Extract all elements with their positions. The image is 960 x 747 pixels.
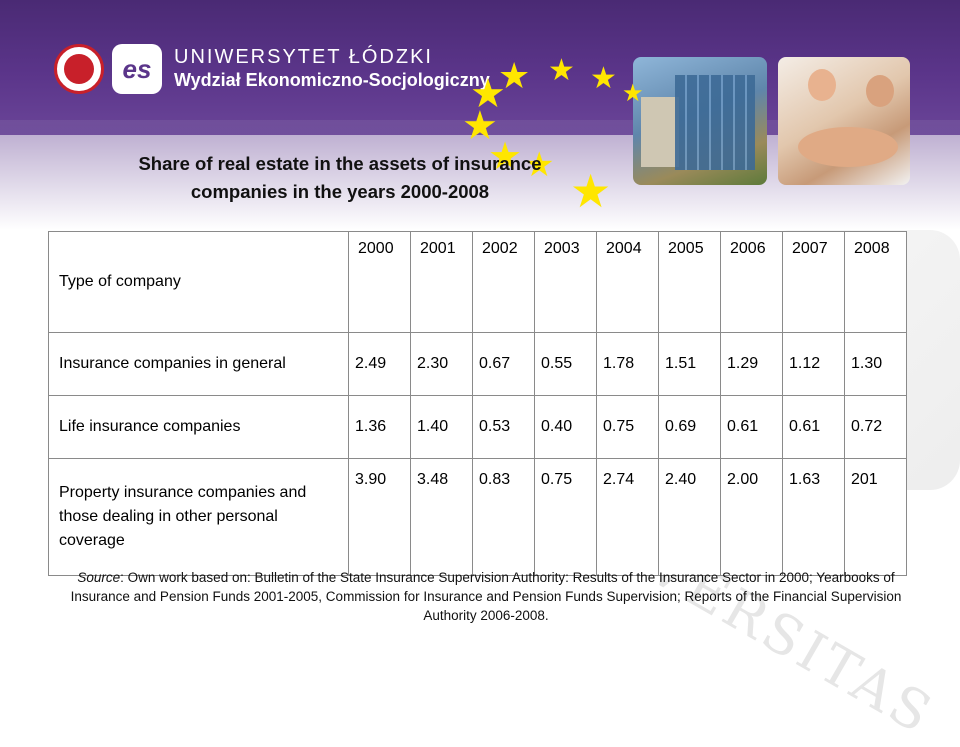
table-cell: 1.63: [782, 458, 845, 576]
row-label: Insurance companies in general: [48, 332, 349, 396]
star-icon: ★: [590, 62, 617, 95]
table-cell: 0.72: [844, 395, 907, 459]
table-cell: 0.75: [596, 395, 659, 459]
table-cell: 0.55: [534, 332, 597, 396]
header-year: 2002: [472, 231, 535, 333]
table-cell: 0.61: [782, 395, 845, 459]
header-year: 2003: [534, 231, 597, 333]
table-cell: 0.67: [472, 332, 535, 396]
title-line-1: Share of real estate in the assets of in…: [138, 153, 542, 174]
table-cell: 0.75: [534, 458, 597, 576]
table-cell: 1.78: [596, 332, 659, 396]
university-seal-logo: [54, 44, 104, 94]
star-icon: ★: [524, 146, 555, 184]
table-cell: 2.40: [658, 458, 721, 576]
faculty-name: Wydział Ekonomiczno-Socjologiczny: [174, 70, 490, 90]
table-cell: 1.30: [844, 332, 907, 396]
star-icon: ★: [570, 165, 612, 217]
table-cell: 2.00: [720, 458, 783, 576]
table-row: Property insurance companies and those d…: [48, 458, 907, 576]
table-cell: 0.40: [534, 395, 597, 459]
title-line-2: companies in the years 2000-2008: [190, 181, 490, 202]
table-cell: 1.51: [658, 332, 721, 396]
row-label: Property insurance companies and those d…: [48, 458, 349, 576]
table-cell: 1.36: [348, 395, 411, 459]
header-year: 2000: [348, 231, 411, 333]
header-year: 2008: [844, 231, 907, 333]
table-cell: 201: [844, 458, 907, 576]
star-icon: ★: [488, 136, 523, 178]
table-row: Insurance companies in general 2.49 2.30…: [48, 332, 907, 396]
star-icon: ★: [470, 72, 506, 116]
source-prefix: Source: [77, 570, 121, 585]
table-cell: 0.69: [658, 395, 721, 459]
source-text: : Own work based on: Bulletin of the Sta…: [70, 570, 902, 623]
university-name: UNIWERSYTET ŁÓDZKI: [174, 46, 433, 68]
table-header-row: Type of company 2000 2001 2002 2003 2004…: [48, 231, 907, 333]
building-photo: [633, 57, 767, 185]
table-cell: 3.90: [348, 458, 411, 576]
row-label: Life insurance companies: [48, 395, 349, 459]
table-cell: 0.61: [720, 395, 783, 459]
table-cell: 3.48: [410, 458, 473, 576]
star-icon: ★: [548, 54, 575, 87]
header-year: 2006: [720, 231, 783, 333]
header-year: 2001: [410, 231, 473, 333]
header-type-of-company: Type of company: [48, 231, 349, 333]
page-title: Share of real estate in the assets of in…: [60, 150, 620, 206]
table-row: Life insurance companies 1.36 1.40 0.53 …: [48, 395, 907, 459]
star-icon: ★: [622, 80, 644, 107]
header-year: 2005: [658, 231, 721, 333]
assets-share-table: Type of company 2000 2001 2002 2003 2004…: [48, 231, 907, 576]
table-cell: 0.83: [472, 458, 535, 576]
star-icon: ★: [462, 104, 498, 148]
table-cell: 2.49: [348, 332, 411, 396]
table-cell: 2.30: [410, 332, 473, 396]
star-icon: ★: [498, 55, 531, 96]
source-note: Source: Own work based on: Bulletin of t…: [60, 568, 912, 625]
header-year: 2004: [596, 231, 659, 333]
table-cell: 1.40: [410, 395, 473, 459]
table-cell: 0.53: [472, 395, 535, 459]
header-year: 2007: [782, 231, 845, 333]
table-cell: 2.74: [596, 458, 659, 576]
faculty-es-logo: es: [112, 44, 162, 94]
table-cell: 1.29: [720, 332, 783, 396]
table-cell: 1.12: [782, 332, 845, 396]
people-photo: [778, 57, 910, 185]
